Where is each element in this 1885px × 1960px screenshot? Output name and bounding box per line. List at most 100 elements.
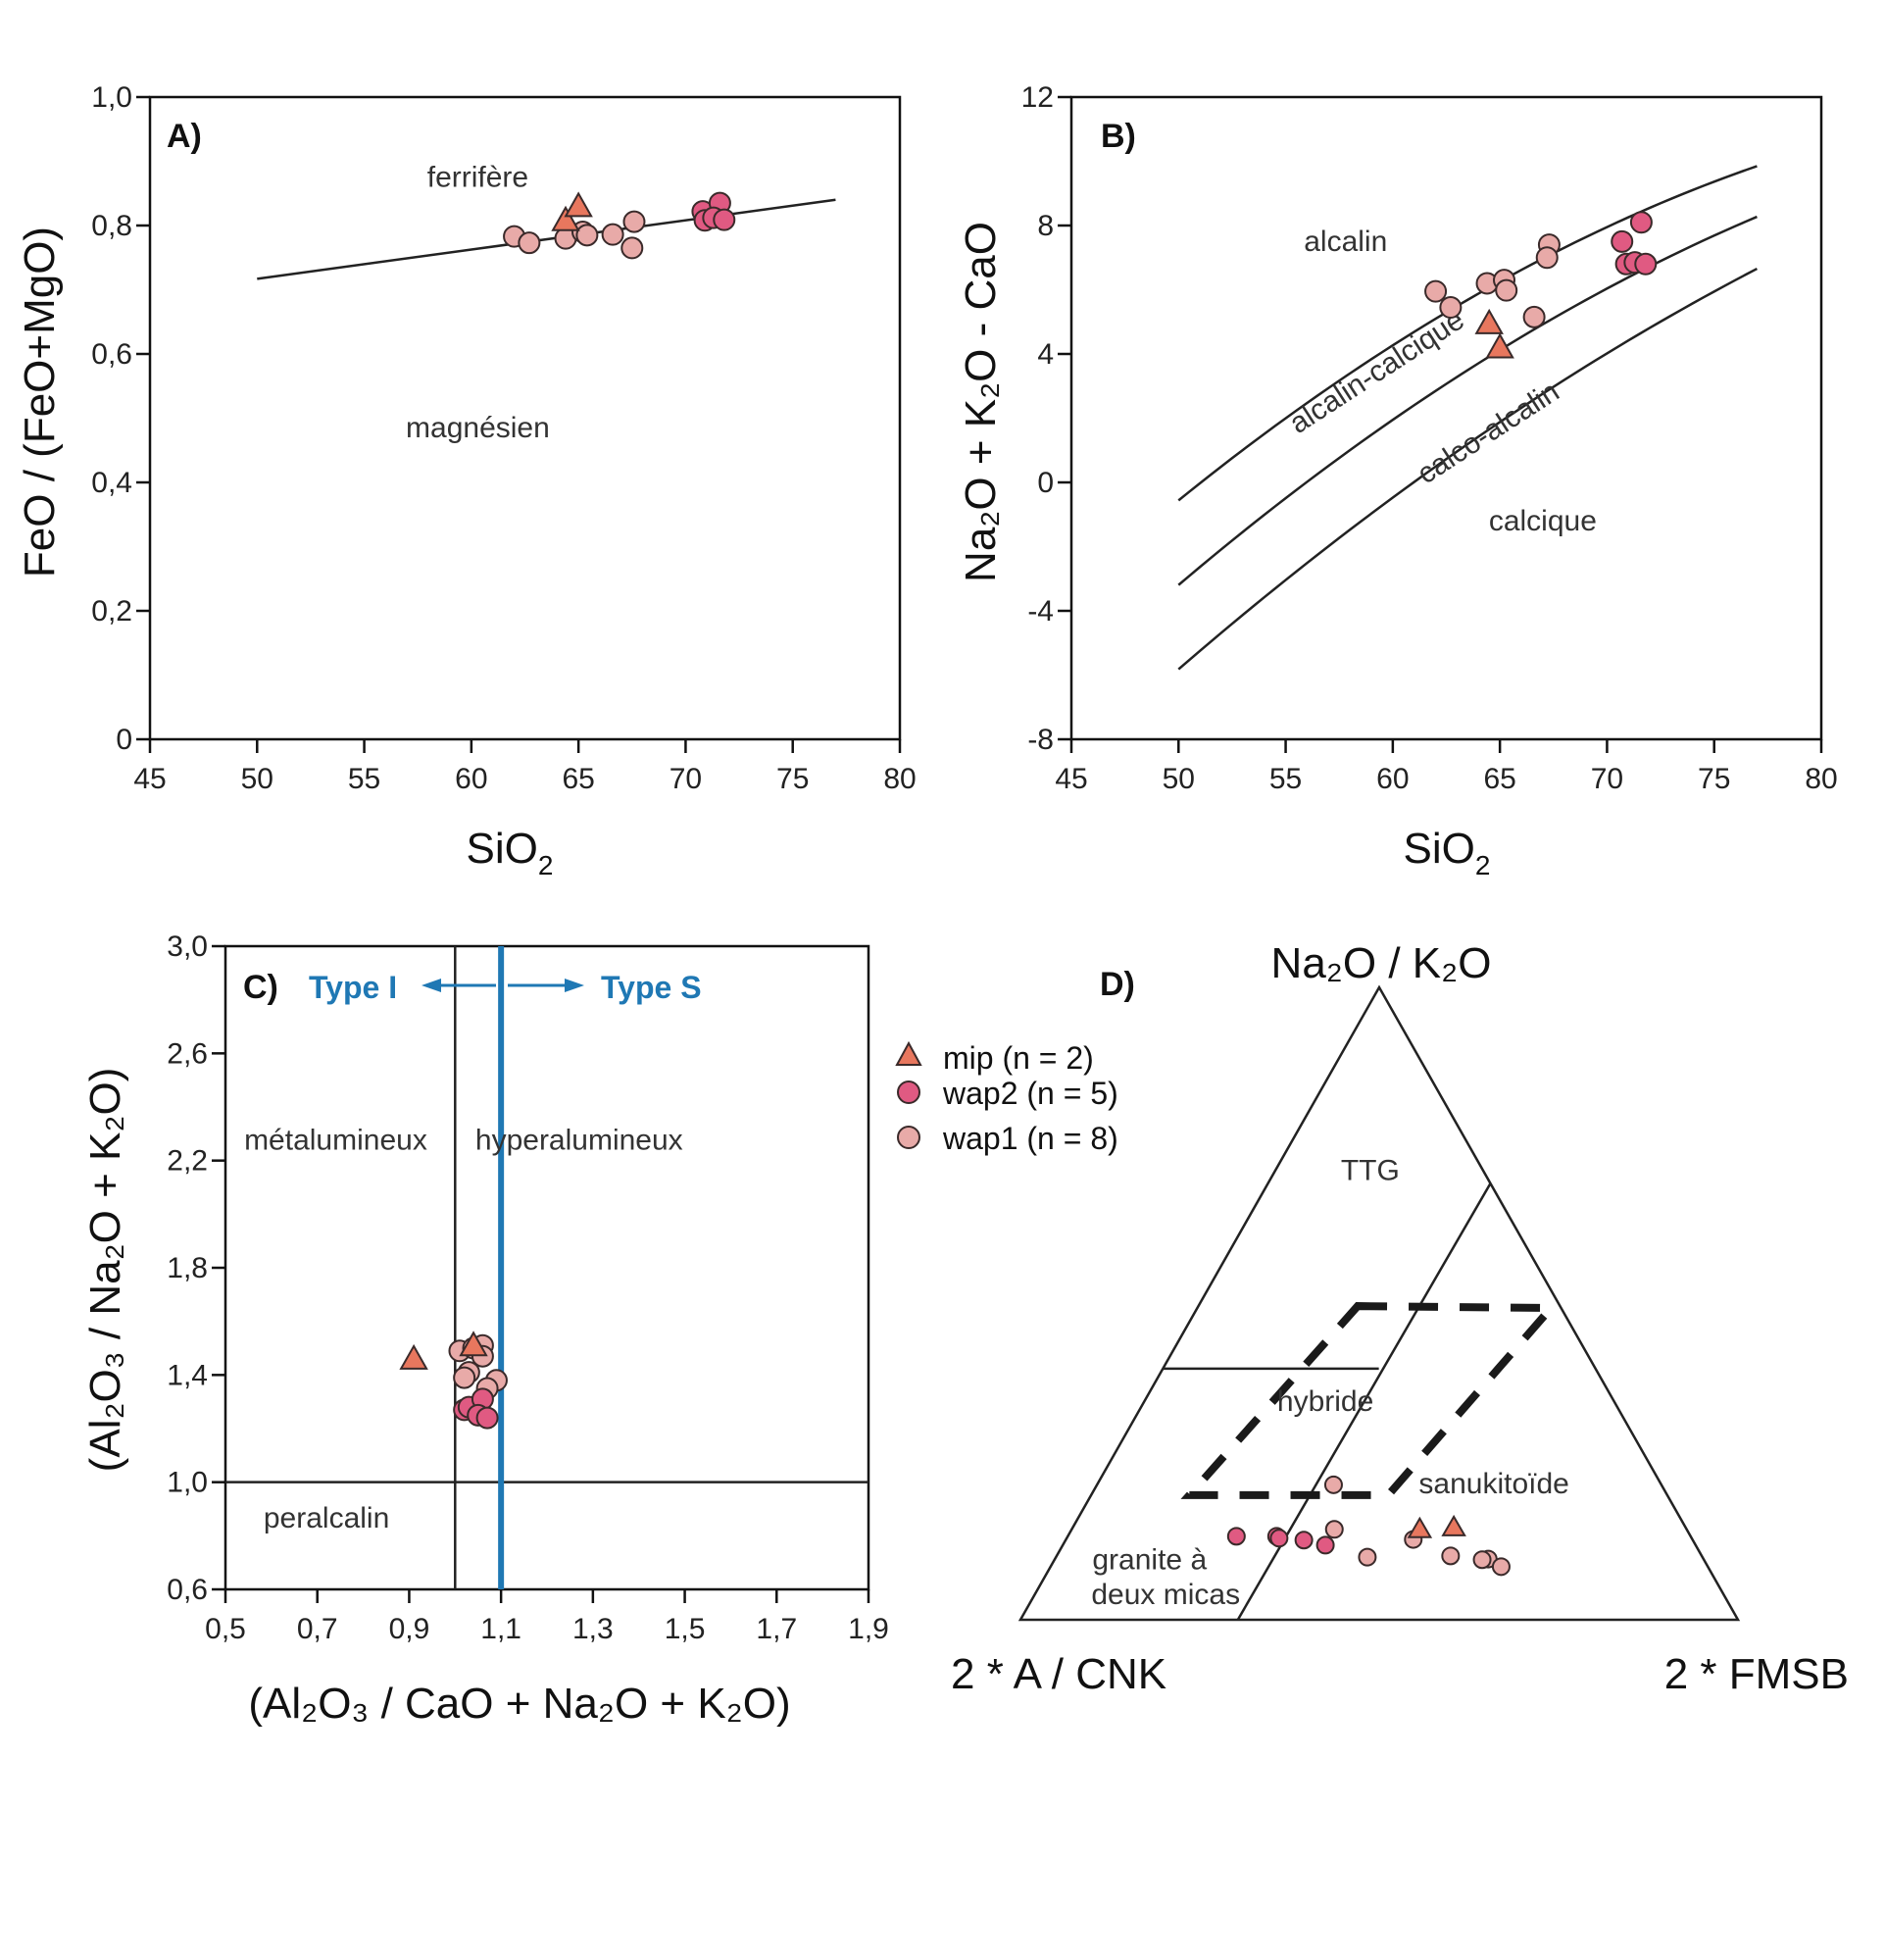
panel-b-point-wap2 bbox=[1634, 252, 1658, 276]
panel-c-field-label: peralcalin bbox=[264, 1502, 389, 1534]
panel-c-field-label: hyperalumineux bbox=[475, 1125, 683, 1157]
panel-d-field-label: TTG bbox=[1341, 1155, 1400, 1187]
right-vertex-label: 2 * FMSB bbox=[1664, 1650, 1849, 1698]
panel-d-point-wap1 bbox=[1491, 1557, 1511, 1577]
type-i-arrow bbox=[422, 979, 496, 992]
panel-c-chart: 0,5 0,7 0,9 1,1 1,3 1,5 1,7 1,9 0,6 1,0 1,4 1,8 2,2 2… bbox=[81, 930, 889, 1728]
panel-b-y-title: Na₂O + K₂O - CaO bbox=[957, 222, 1005, 582]
panel-b-point-wap1 bbox=[1522, 305, 1546, 328]
panel-c-x-tick-label: 1,7 bbox=[756, 1613, 797, 1645]
panel-a-x-title: SiO2 bbox=[467, 825, 554, 880]
panel-a-boundary-ferroan-magnesian-line bbox=[257, 198, 836, 280]
panel-b-x-tick-label: 75 bbox=[1698, 763, 1730, 795]
panel-a-field-label: ferrifère bbox=[427, 162, 528, 194]
panel-c-x-tick-label: 1,9 bbox=[848, 1613, 889, 1645]
panel-a-point-wap2 bbox=[713, 208, 736, 231]
panel-c-point-mip bbox=[399, 1343, 428, 1370]
panel-c-y-tick-label: 1,4 bbox=[167, 1359, 208, 1391]
type-i-label: Type I bbox=[309, 970, 397, 1005]
panel-d-point-wap2 bbox=[1294, 1531, 1314, 1550]
panel-b-x-tick-label: 80 bbox=[1805, 763, 1837, 795]
panel-a-chart: 45 50 55 60 65 70 75 80 0 0,2 0,4 0,6 0,8 1,0 ferrifèr… bbox=[16, 81, 917, 880]
panel-b-y-tick-label: 4 bbox=[1037, 338, 1054, 371]
circle-marker-icon bbox=[897, 1081, 920, 1104]
legend-label-wap1: wap1 (n = 8) bbox=[942, 1121, 1118, 1156]
panel-c-y-tick-label: 2,2 bbox=[167, 1145, 208, 1178]
panel-a-point-wap1 bbox=[622, 210, 646, 233]
panel-c-x-tick-label: 1,1 bbox=[480, 1613, 521, 1645]
panel-a-y-tick-label: 0,4 bbox=[91, 467, 132, 499]
panel-a-point-wap1 bbox=[518, 231, 541, 255]
panel-c-y-tick-label: 0,6 bbox=[167, 1574, 208, 1606]
panel-d-point-mip bbox=[1441, 1514, 1466, 1536]
panel-a-point-wap1 bbox=[575, 224, 599, 247]
legend-label-mip: mip (n = 2) bbox=[943, 1040, 1094, 1076]
panel-a-y-tick-label: 0,6 bbox=[91, 338, 132, 371]
panel-a-x-tick-label: 80 bbox=[883, 763, 916, 795]
panel-b-field-label: alcalin bbox=[1304, 226, 1387, 258]
panel-b-frame bbox=[1069, 95, 1823, 741]
panel-d-point-mip bbox=[1407, 1516, 1433, 1538]
panel-a-x-tick-label: 50 bbox=[241, 763, 273, 795]
panel-b-x-tick-label: 60 bbox=[1376, 763, 1409, 795]
panel-a-x-tick-label: 45 bbox=[133, 763, 166, 795]
legend-label-wap2: wap2 (n = 5) bbox=[942, 1076, 1118, 1111]
panel-d-point-wap1 bbox=[1324, 1520, 1344, 1539]
panel-c-x-tick-label: 0,7 bbox=[297, 1613, 338, 1645]
panel-b-x-tick-label: 50 bbox=[1163, 763, 1195, 795]
panel-a-x-tick-label: 70 bbox=[670, 763, 702, 795]
panel-c-label: C) bbox=[243, 969, 278, 1006]
panel-a-y-tick-label: 0,8 bbox=[91, 210, 132, 242]
panel-b-point-mip bbox=[1485, 332, 1514, 359]
panel-c-x-tick-label: 0,9 bbox=[389, 1613, 430, 1645]
panel-d-point-wap1 bbox=[1358, 1547, 1377, 1567]
panel-a-y-tick-label: 0,2 bbox=[91, 595, 132, 628]
panel-a-x-tick-label: 75 bbox=[776, 763, 809, 795]
panel-c-y-tick-label: 1,8 bbox=[167, 1252, 208, 1284]
panel-c-plot-area: 0,5 0,7 0,9 1,1 1,3 1,5 1,7 1,9 0,6 1,0 1,4 1,8 2,2 2… bbox=[167, 930, 889, 1645]
legend-item-mip: mip (n = 2) bbox=[895, 1040, 1094, 1076]
panel-b-point-mip bbox=[1474, 308, 1504, 334]
panel-b-point-wap2 bbox=[1629, 211, 1653, 234]
panel-a-field-label: magnésien bbox=[406, 412, 550, 444]
panel-a-point-mip bbox=[564, 191, 593, 218]
panel-d-point-wap2 bbox=[1315, 1535, 1335, 1555]
panel-b-x-tick-label: 45 bbox=[1055, 763, 1087, 795]
panel-b-boundary-calcalkalic-calcic bbox=[1177, 267, 1759, 671]
panel-d-field-label: hybride bbox=[1277, 1385, 1373, 1418]
panel-b-x-tick-label: 55 bbox=[1269, 763, 1302, 795]
panel-b-point-wap2 bbox=[1611, 229, 1634, 253]
circle-marker-icon bbox=[897, 1126, 920, 1149]
panel-c-y-title: (Al₂O₃ / Na₂O + K₂O) bbox=[81, 1068, 129, 1473]
panel-c-y-tick-label: 2,6 bbox=[167, 1037, 208, 1070]
legend-item-wap2: wap2 (n = 5) bbox=[897, 1076, 1118, 1111]
panel-b-label: B) bbox=[1101, 118, 1136, 155]
panel-c-x-tick-label: 1,5 bbox=[665, 1613, 706, 1645]
panel-a-y-tick-label: 0 bbox=[116, 724, 132, 756]
panel-d-field-label: granite à bbox=[1092, 1543, 1207, 1576]
panel-d-field-label: deux micas bbox=[1091, 1579, 1240, 1611]
panel-b-point-wap1 bbox=[1424, 279, 1448, 303]
panel-b-y-tick-label: 12 bbox=[1021, 81, 1054, 114]
panel-c-field-label: métalumineux bbox=[244, 1125, 427, 1157]
panel-b-point-wap1 bbox=[1535, 246, 1559, 270]
panel-d-field-label: sanukitoïde bbox=[1418, 1468, 1568, 1500]
panel-c-y-tick-label: 1,0 bbox=[167, 1467, 208, 1499]
panel-b-point-wap1 bbox=[1495, 278, 1518, 302]
panel-c-y-tick-label: 3,0 bbox=[167, 930, 208, 963]
ternary-triangle bbox=[1017, 984, 1741, 1622]
panel-a-point-wap1 bbox=[620, 236, 644, 260]
type-s-label: Type S bbox=[601, 970, 702, 1005]
panel-d-point-wap1 bbox=[1441, 1546, 1461, 1566]
panel-b-x-tick-label: 65 bbox=[1483, 763, 1515, 795]
panel-b-x-title: SiO2 bbox=[1404, 825, 1491, 880]
panel-d-point-wap2 bbox=[1226, 1527, 1246, 1546]
panel-a-point-wap1 bbox=[601, 223, 624, 246]
panel-c-x-title: (Al₂O₃ / CaO + Na₂O + K₂O) bbox=[248, 1680, 790, 1728]
panel-b-y-tick-label: 8 bbox=[1037, 210, 1054, 242]
legend-item-wap1: wap1 (n = 8) bbox=[897, 1121, 1118, 1156]
panel-b-y-tick-label: -8 bbox=[1027, 724, 1054, 756]
